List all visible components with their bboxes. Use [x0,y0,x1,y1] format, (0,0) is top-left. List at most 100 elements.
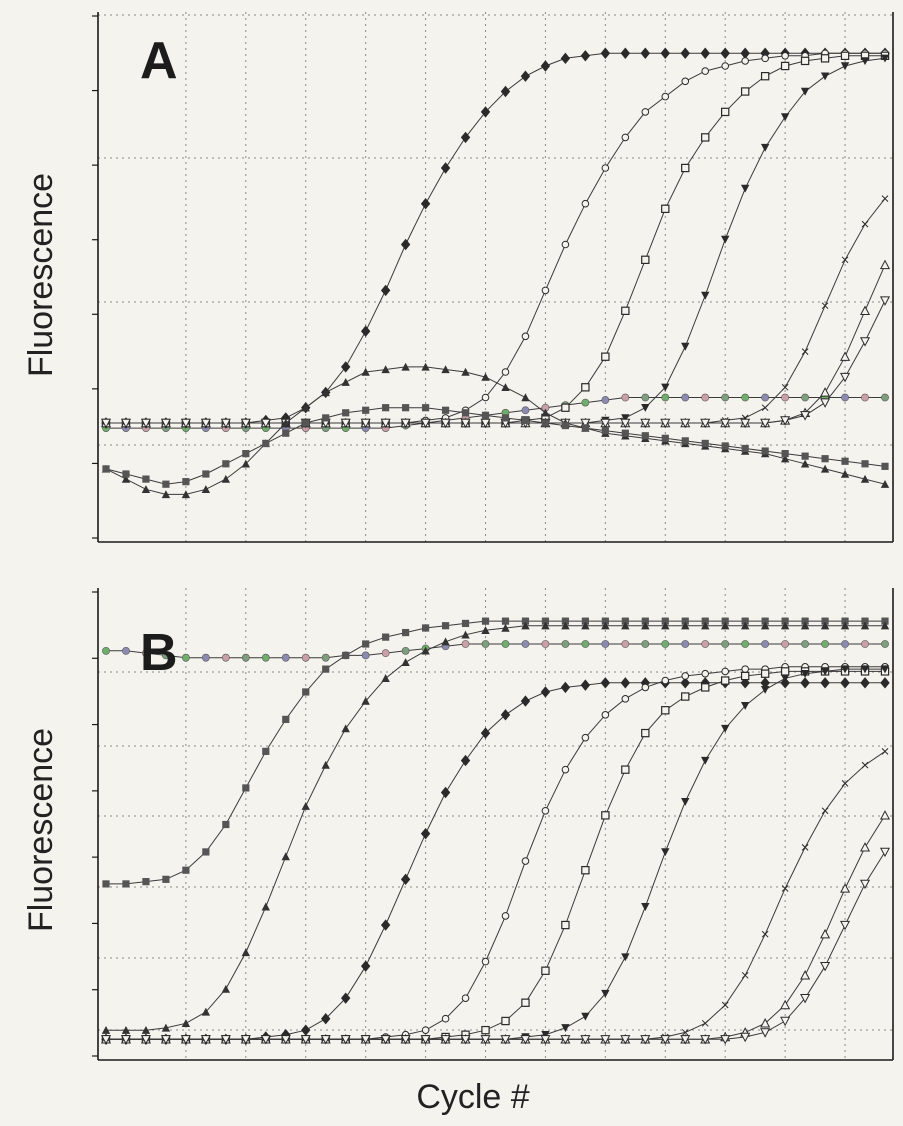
data-point [861,640,869,648]
data-point [581,199,590,208]
data-point [681,672,690,680]
data-point [681,621,690,630]
data-point [501,368,510,376]
data-point [740,418,751,429]
data-point [741,393,750,402]
data-point [660,47,670,59]
data-point [701,683,710,692]
data-point [521,617,530,625]
data-point [521,393,530,402]
data-point [881,617,889,625]
data-point [581,617,589,625]
data-point [641,404,650,412]
data-point [820,72,830,81]
data-point [780,416,791,426]
data-point [681,617,689,625]
data-point [880,677,890,689]
series-line [105,407,886,485]
data-point [521,640,530,648]
data-point [620,418,631,429]
data-point [621,695,630,703]
data-point [561,240,570,249]
data-point [820,677,830,689]
series-line [106,625,885,1031]
data-point [721,667,730,676]
data-point [180,1035,191,1045]
data-point [240,418,251,429]
data-point [360,418,371,429]
panel-b-letter: B [140,624,178,682]
data-point [661,383,670,392]
data-point [681,77,690,86]
series-line [106,670,885,1040]
data-point [640,47,651,59]
data-point [840,621,850,630]
data-point [440,786,451,799]
data-point [421,646,430,655]
data-point [681,797,690,806]
data-point [880,621,890,630]
data-point [801,843,809,851]
data-point [881,393,889,402]
data-point [601,164,610,172]
data-point [402,404,410,412]
data-point [520,70,531,82]
data-point [681,692,690,701]
data-point [661,621,670,630]
data-point [220,418,231,429]
data-point [541,286,550,295]
data-point [720,418,731,429]
data-point [680,677,690,689]
data-point [401,646,410,655]
data-point [780,454,790,463]
data-point [781,885,789,892]
data-point [601,617,609,625]
series-diamond [101,677,890,1045]
data-point [641,683,650,692]
data-point [820,398,831,408]
data-point [321,388,330,397]
data-point [580,1035,591,1045]
data-point [500,1035,511,1045]
data-point [740,621,750,630]
data-point [100,418,112,429]
data-point [461,630,470,639]
data-point [560,1035,571,1045]
data-point [741,617,749,625]
data-point [300,1035,311,1045]
data-point [122,470,130,478]
data-point [301,802,310,810]
data-point [701,133,710,142]
panel-b-frame [92,588,894,1061]
data-point [541,966,550,975]
data-point [621,765,630,774]
data-point [242,784,250,792]
data-point [581,398,590,407]
data-point [521,857,530,865]
data-point [860,621,870,630]
data-point [840,883,851,893]
data-point [820,621,830,630]
data-point [501,623,510,632]
data-point [181,653,190,662]
data-point [580,679,591,691]
series-line [106,397,885,429]
data-point [661,706,670,715]
data-point [700,677,710,689]
data-point [661,204,670,213]
data-point [801,393,810,402]
data-point [641,108,650,116]
series-triangle-down-open [100,847,891,1045]
data-point [120,418,132,429]
data-point [800,56,810,66]
data-point [122,646,130,655]
data-point [661,676,670,685]
data-point [202,470,210,478]
data-point [740,47,750,59]
data-point [440,418,451,429]
panel-a-frame [92,12,894,543]
data-point [400,873,411,886]
data-point [641,255,650,265]
data-point [420,1035,431,1045]
